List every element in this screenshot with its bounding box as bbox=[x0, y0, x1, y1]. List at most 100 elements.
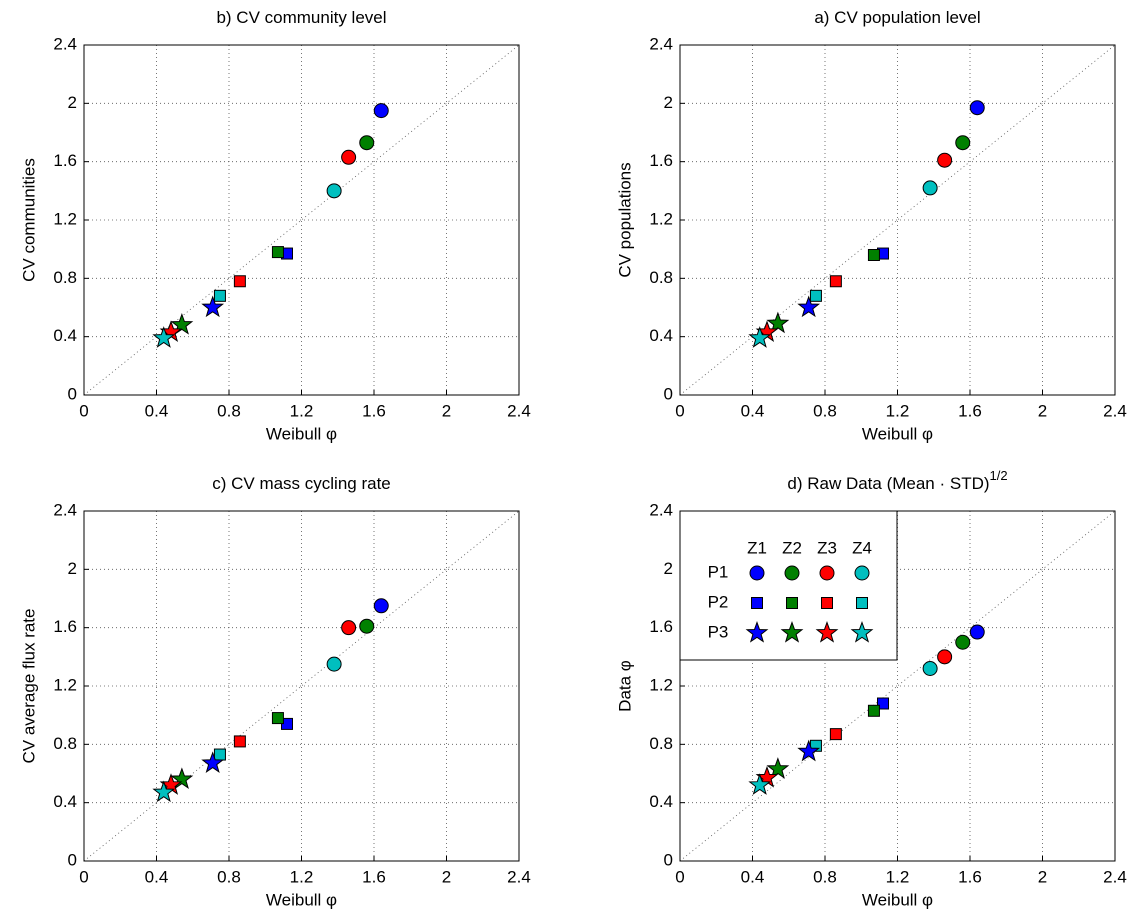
x-axis-label: Weibull φ bbox=[862, 424, 933, 443]
legend-marker bbox=[821, 597, 833, 609]
point-circle bbox=[922, 661, 938, 676]
y-tick-label: 2 bbox=[664, 559, 673, 578]
y-tick-label: 0.8 bbox=[53, 734, 77, 753]
legend-row-label: P3 bbox=[708, 622, 729, 641]
y-tick-label: 0 bbox=[68, 384, 77, 403]
legend-marker bbox=[751, 597, 763, 609]
legend-marker bbox=[745, 621, 769, 643]
point-star bbox=[201, 751, 225, 773]
subplot: 0 0.4 0.8 1.2 1.6 2 2.4 0 0.4 0.8 1.2 1.6 2 2.4 d) Raw… bbox=[615, 468, 1126, 909]
legend-marker bbox=[850, 621, 874, 643]
legend-marker bbox=[856, 597, 868, 609]
title-text: d) Raw Data (Mean · STD) bbox=[787, 474, 989, 493]
x-tick-label: 0.8 bbox=[813, 867, 837, 886]
point-circle bbox=[341, 149, 357, 165]
y-axis-label: CV populations bbox=[615, 162, 634, 277]
y-tick-label: 0.4 bbox=[53, 792, 77, 811]
y-tick-label: 0 bbox=[68, 850, 77, 869]
point-square bbox=[829, 275, 842, 288]
legend-column-label: Z1 bbox=[747, 538, 767, 557]
y-tick-label: 2.4 bbox=[53, 34, 77, 53]
x-tick-label: 1.2 bbox=[886, 401, 910, 420]
legend-row-label: P2 bbox=[708, 592, 729, 611]
legend-row-label: P1 bbox=[708, 562, 729, 581]
point-circle bbox=[359, 618, 375, 634]
x-tick-label: 2.4 bbox=[507, 401, 531, 420]
point-star bbox=[748, 326, 772, 348]
title-superscript: 1/2 bbox=[990, 468, 1008, 483]
y-tick-label: 1.2 bbox=[53, 209, 77, 228]
y-tick-label: 2 bbox=[68, 559, 77, 578]
x-tick-label: 1.6 bbox=[958, 401, 982, 420]
x-tick-label: 0 bbox=[675, 401, 684, 420]
legend-marker bbox=[780, 621, 804, 643]
y-tick-label: 0.8 bbox=[53, 268, 77, 287]
point-square bbox=[829, 728, 842, 741]
y-tick-label: 0.4 bbox=[649, 792, 673, 811]
y-tick-label: 1.2 bbox=[53, 675, 77, 694]
x-tick-label: 2 bbox=[442, 401, 451, 420]
point-circle bbox=[969, 624, 985, 640]
x-tick-label: 2.4 bbox=[507, 867, 531, 886]
point-square bbox=[213, 748, 226, 761]
point-star bbox=[748, 773, 772, 795]
point-square bbox=[271, 246, 284, 259]
point-star bbox=[170, 767, 194, 790]
x-tick-label: 0 bbox=[79, 401, 88, 420]
y-tick-label: 1.6 bbox=[649, 617, 673, 636]
y-tick-label: 0 bbox=[664, 384, 673, 403]
point-circle bbox=[373, 103, 389, 119]
x-axis-label: Weibull φ bbox=[266, 424, 337, 443]
legend-marker bbox=[819, 565, 835, 581]
chart-title: d) Raw Data (Mean · STD)1/2 bbox=[787, 468, 1007, 493]
x-tick-label: 0.4 bbox=[741, 401, 765, 420]
point-square bbox=[213, 289, 226, 302]
point-circle bbox=[955, 634, 971, 650]
y-tick-label: 2.4 bbox=[53, 500, 77, 519]
x-tick-label: 2.4 bbox=[1103, 401, 1127, 420]
point-circle bbox=[955, 135, 971, 151]
x-tick-label: 2 bbox=[1038, 401, 1047, 420]
x-tick-label: 0.8 bbox=[217, 867, 241, 886]
y-tick-label: 2 bbox=[68, 93, 77, 112]
y-tick-label: 2.4 bbox=[649, 500, 673, 519]
y-tick-label: 1.2 bbox=[649, 209, 673, 228]
legend-marker bbox=[784, 565, 800, 581]
title-text: b) CV community level bbox=[216, 8, 386, 27]
point-circle bbox=[341, 620, 357, 636]
legend-marker bbox=[749, 565, 765, 581]
point-square bbox=[867, 249, 880, 261]
legend: Z1 Z2 Z3 Z4 P1 P2 P3 bbox=[679, 510, 898, 661]
point-circle bbox=[326, 183, 342, 199]
legend-marker bbox=[815, 621, 839, 643]
subplot: 0 0.4 0.8 1.2 1.6 2 2.4 0 0.4 0.8 1.2 1.6 2 2.4 c) CV … bbox=[19, 474, 530, 909]
chart-title: c) CV mass cycling rate bbox=[212, 474, 391, 493]
x-tick-label: 1.6 bbox=[362, 867, 386, 886]
axes-frame bbox=[83, 44, 520, 396]
legend-column-label: Z4 bbox=[852, 538, 872, 557]
y-tick-label: 1.6 bbox=[53, 151, 77, 170]
x-tick-label: 1.6 bbox=[362, 401, 386, 420]
point-star bbox=[766, 311, 790, 334]
x-tick-label: 1.2 bbox=[886, 867, 910, 886]
y-axis-label: Data φ bbox=[615, 660, 634, 712]
legend-marker bbox=[786, 597, 798, 609]
point-square bbox=[233, 735, 246, 748]
y-tick-label: 0.8 bbox=[649, 268, 673, 287]
point-star bbox=[170, 313, 194, 335]
point-square bbox=[233, 275, 246, 288]
point-square bbox=[809, 289, 822, 302]
point-circle bbox=[326, 656, 342, 672]
y-axis-label: CV communities bbox=[19, 158, 38, 282]
legend-marker bbox=[854, 565, 870, 581]
x-tick-label: 1.2 bbox=[290, 867, 314, 886]
y-tick-label: 2.4 bbox=[649, 34, 673, 53]
x-tick-label: 1.2 bbox=[290, 401, 314, 420]
subplot: 0 0.4 0.8 1.2 1.6 2 2.4 0 0.4 0.8 1.2 1.6 2 2.4 b) CV … bbox=[19, 8, 530, 443]
point-star bbox=[766, 757, 790, 779]
x-tick-label: 2 bbox=[442, 867, 451, 886]
point-star bbox=[201, 295, 225, 318]
x-axis-label: Weibull φ bbox=[266, 890, 337, 909]
axes-frame bbox=[679, 44, 1116, 396]
